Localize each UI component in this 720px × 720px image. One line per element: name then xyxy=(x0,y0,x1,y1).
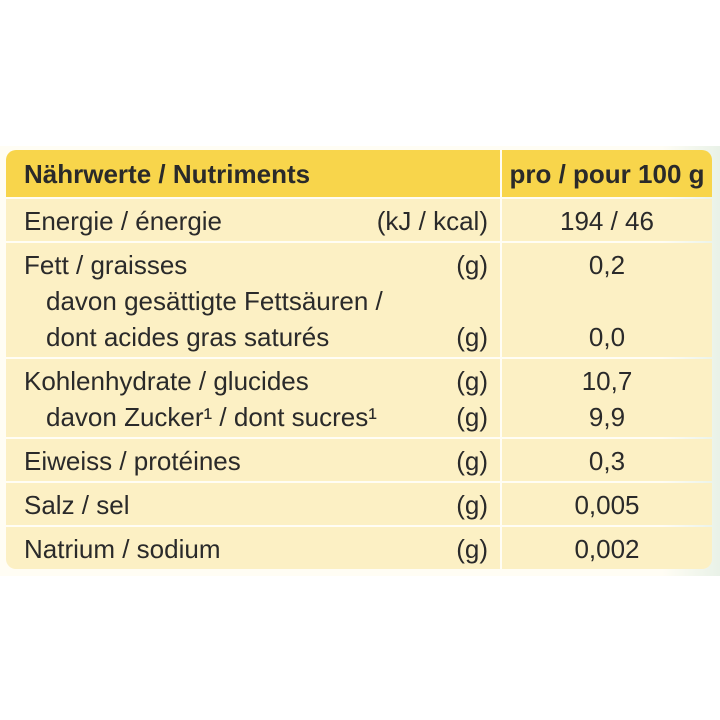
row-right xyxy=(502,439,712,481)
unit: (g) xyxy=(456,366,488,396)
amount: 0,2 xyxy=(588,250,626,280)
unit: (g) xyxy=(456,250,488,280)
amount: 0,005 xyxy=(574,490,640,520)
row-left xyxy=(6,243,500,357)
row-right xyxy=(502,243,712,357)
nutrient-label: davon gesättigte Fettsäuren / xyxy=(46,286,383,316)
row-right xyxy=(502,483,712,525)
nutrient-label: Fett / graisses xyxy=(24,250,188,280)
amount: 9,9 xyxy=(588,402,626,432)
unit: (kJ / kcal) xyxy=(376,206,488,236)
row-left xyxy=(6,483,500,525)
unit: (g) xyxy=(456,446,488,476)
amount: 10,7 xyxy=(581,366,633,396)
nutrient-label: Kohlenhydrate / glucides xyxy=(24,366,309,396)
amount: 0,3 xyxy=(588,446,626,476)
amount: 0,002 xyxy=(574,534,640,564)
row-left xyxy=(6,359,500,437)
header-label: Nährwerte / Nutriments xyxy=(24,159,311,189)
nutrient-label: Energie / énergie xyxy=(24,206,223,236)
nutrient-label: Eiweiss / protéines xyxy=(24,446,241,476)
row-left xyxy=(6,199,500,241)
unit: (g) xyxy=(456,534,488,564)
nutrient-label: Natrium / sodium xyxy=(24,534,221,564)
unit: (g) xyxy=(456,490,488,520)
row-right xyxy=(502,199,712,241)
amount: 194 / 46 xyxy=(560,206,654,236)
header-right xyxy=(502,150,712,197)
header-left xyxy=(6,150,500,197)
row-right xyxy=(502,359,712,437)
nutrient-label: davon Zucker¹ / dont sucres¹ xyxy=(46,402,377,432)
unit: (g) xyxy=(456,402,488,432)
header-value: pro / pour 100 g xyxy=(509,159,705,189)
amount: 0,0 xyxy=(588,322,626,352)
row-left xyxy=(6,439,500,481)
row-left xyxy=(6,527,500,569)
unit: (g) xyxy=(456,322,488,352)
row-right xyxy=(502,527,712,569)
nutrient-label: Salz / sel xyxy=(24,490,130,520)
nutrient-label: dont acides gras saturés xyxy=(46,322,330,352)
